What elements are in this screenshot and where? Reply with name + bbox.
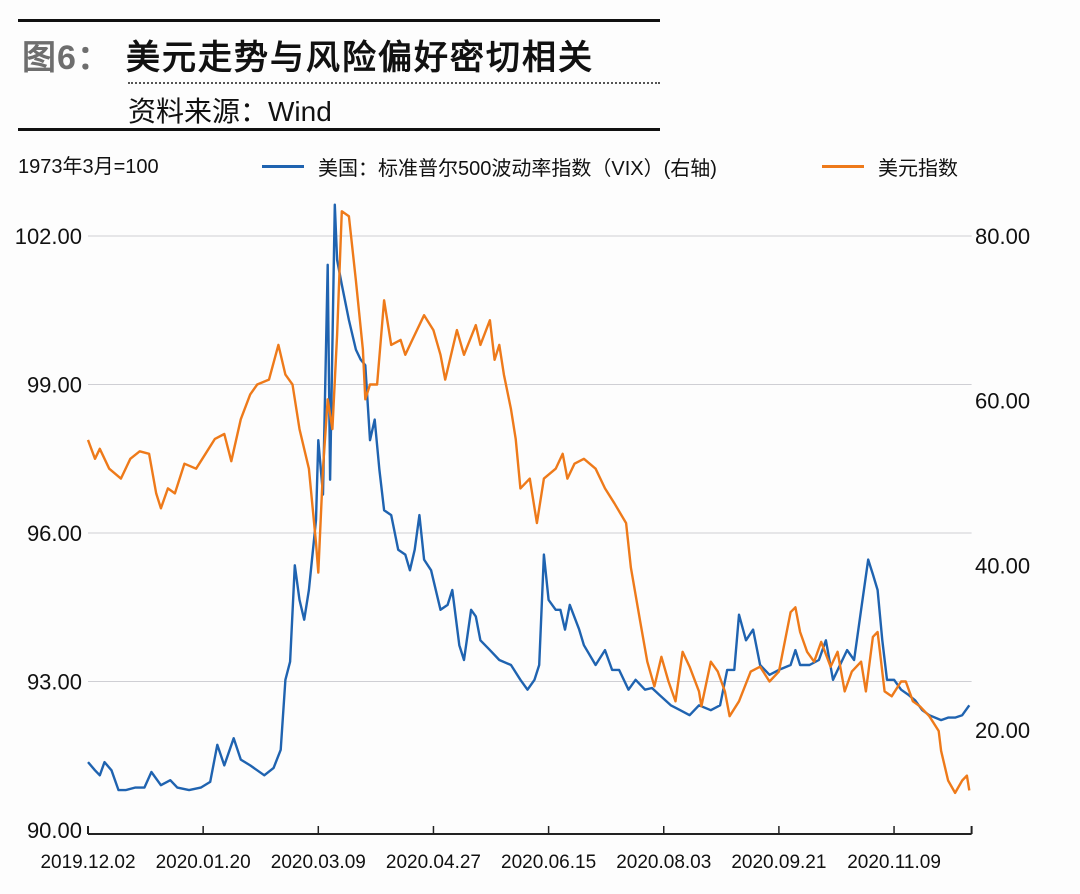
legend-item-dxy: 美元指数 [822, 152, 958, 181]
unit-note: 1973年3月=100 [18, 156, 159, 178]
right-tick-label: 60.00 [975, 389, 1030, 414]
right-tick-label: 20.00 [975, 718, 1030, 743]
left-tick-label: 99.00 [27, 373, 82, 398]
vix-series-line [87, 203, 971, 792]
legend-label-dxy: 美元指数 [878, 158, 958, 180]
legend-label-vix: 美国：标准普尔500波动率指数（VIX）(右轴) [318, 158, 717, 180]
x-tick-label: 2020.03.09 [271, 852, 366, 873]
x-tick-label: 2019.12.02 [40, 852, 135, 873]
x-tick-label: 2020.09.21 [731, 852, 826, 873]
legend-swatch-dxy [822, 165, 864, 168]
right-tick-label: 40.00 [975, 553, 1030, 578]
legend-swatch-vix [262, 165, 304, 168]
x-tick-label: 2020.06.15 [501, 852, 596, 873]
figure-number: 图6： [22, 39, 112, 77]
left-tick-label: 93.00 [27, 670, 82, 695]
dotted-divider [128, 82, 660, 84]
source-note: 资料来源：Wind [128, 96, 332, 127]
right-tick-label: 80.00 [975, 224, 1030, 249]
left-tick-label: 90.00 [27, 818, 82, 843]
legend-item-vix: 美国：标准普尔500波动率指数（VIX）(右轴) [262, 152, 717, 181]
dollar-index-series-line [86, 210, 971, 795]
top-rule [18, 19, 660, 22]
bottom-rule [18, 128, 660, 131]
chart-title: 美元走势与风险偏好密切相关 [126, 39, 594, 77]
x-tick-label: 2020.11.09 [847, 852, 941, 873]
x-tick-label: 2020.08.03 [616, 852, 711, 873]
x-tick-label: 2020.04.27 [386, 852, 481, 873]
left-tick-label: 102.00 [15, 224, 82, 249]
x-tick-label: 2020.01.20 [156, 852, 251, 873]
left-tick-label: 96.00 [27, 521, 82, 546]
